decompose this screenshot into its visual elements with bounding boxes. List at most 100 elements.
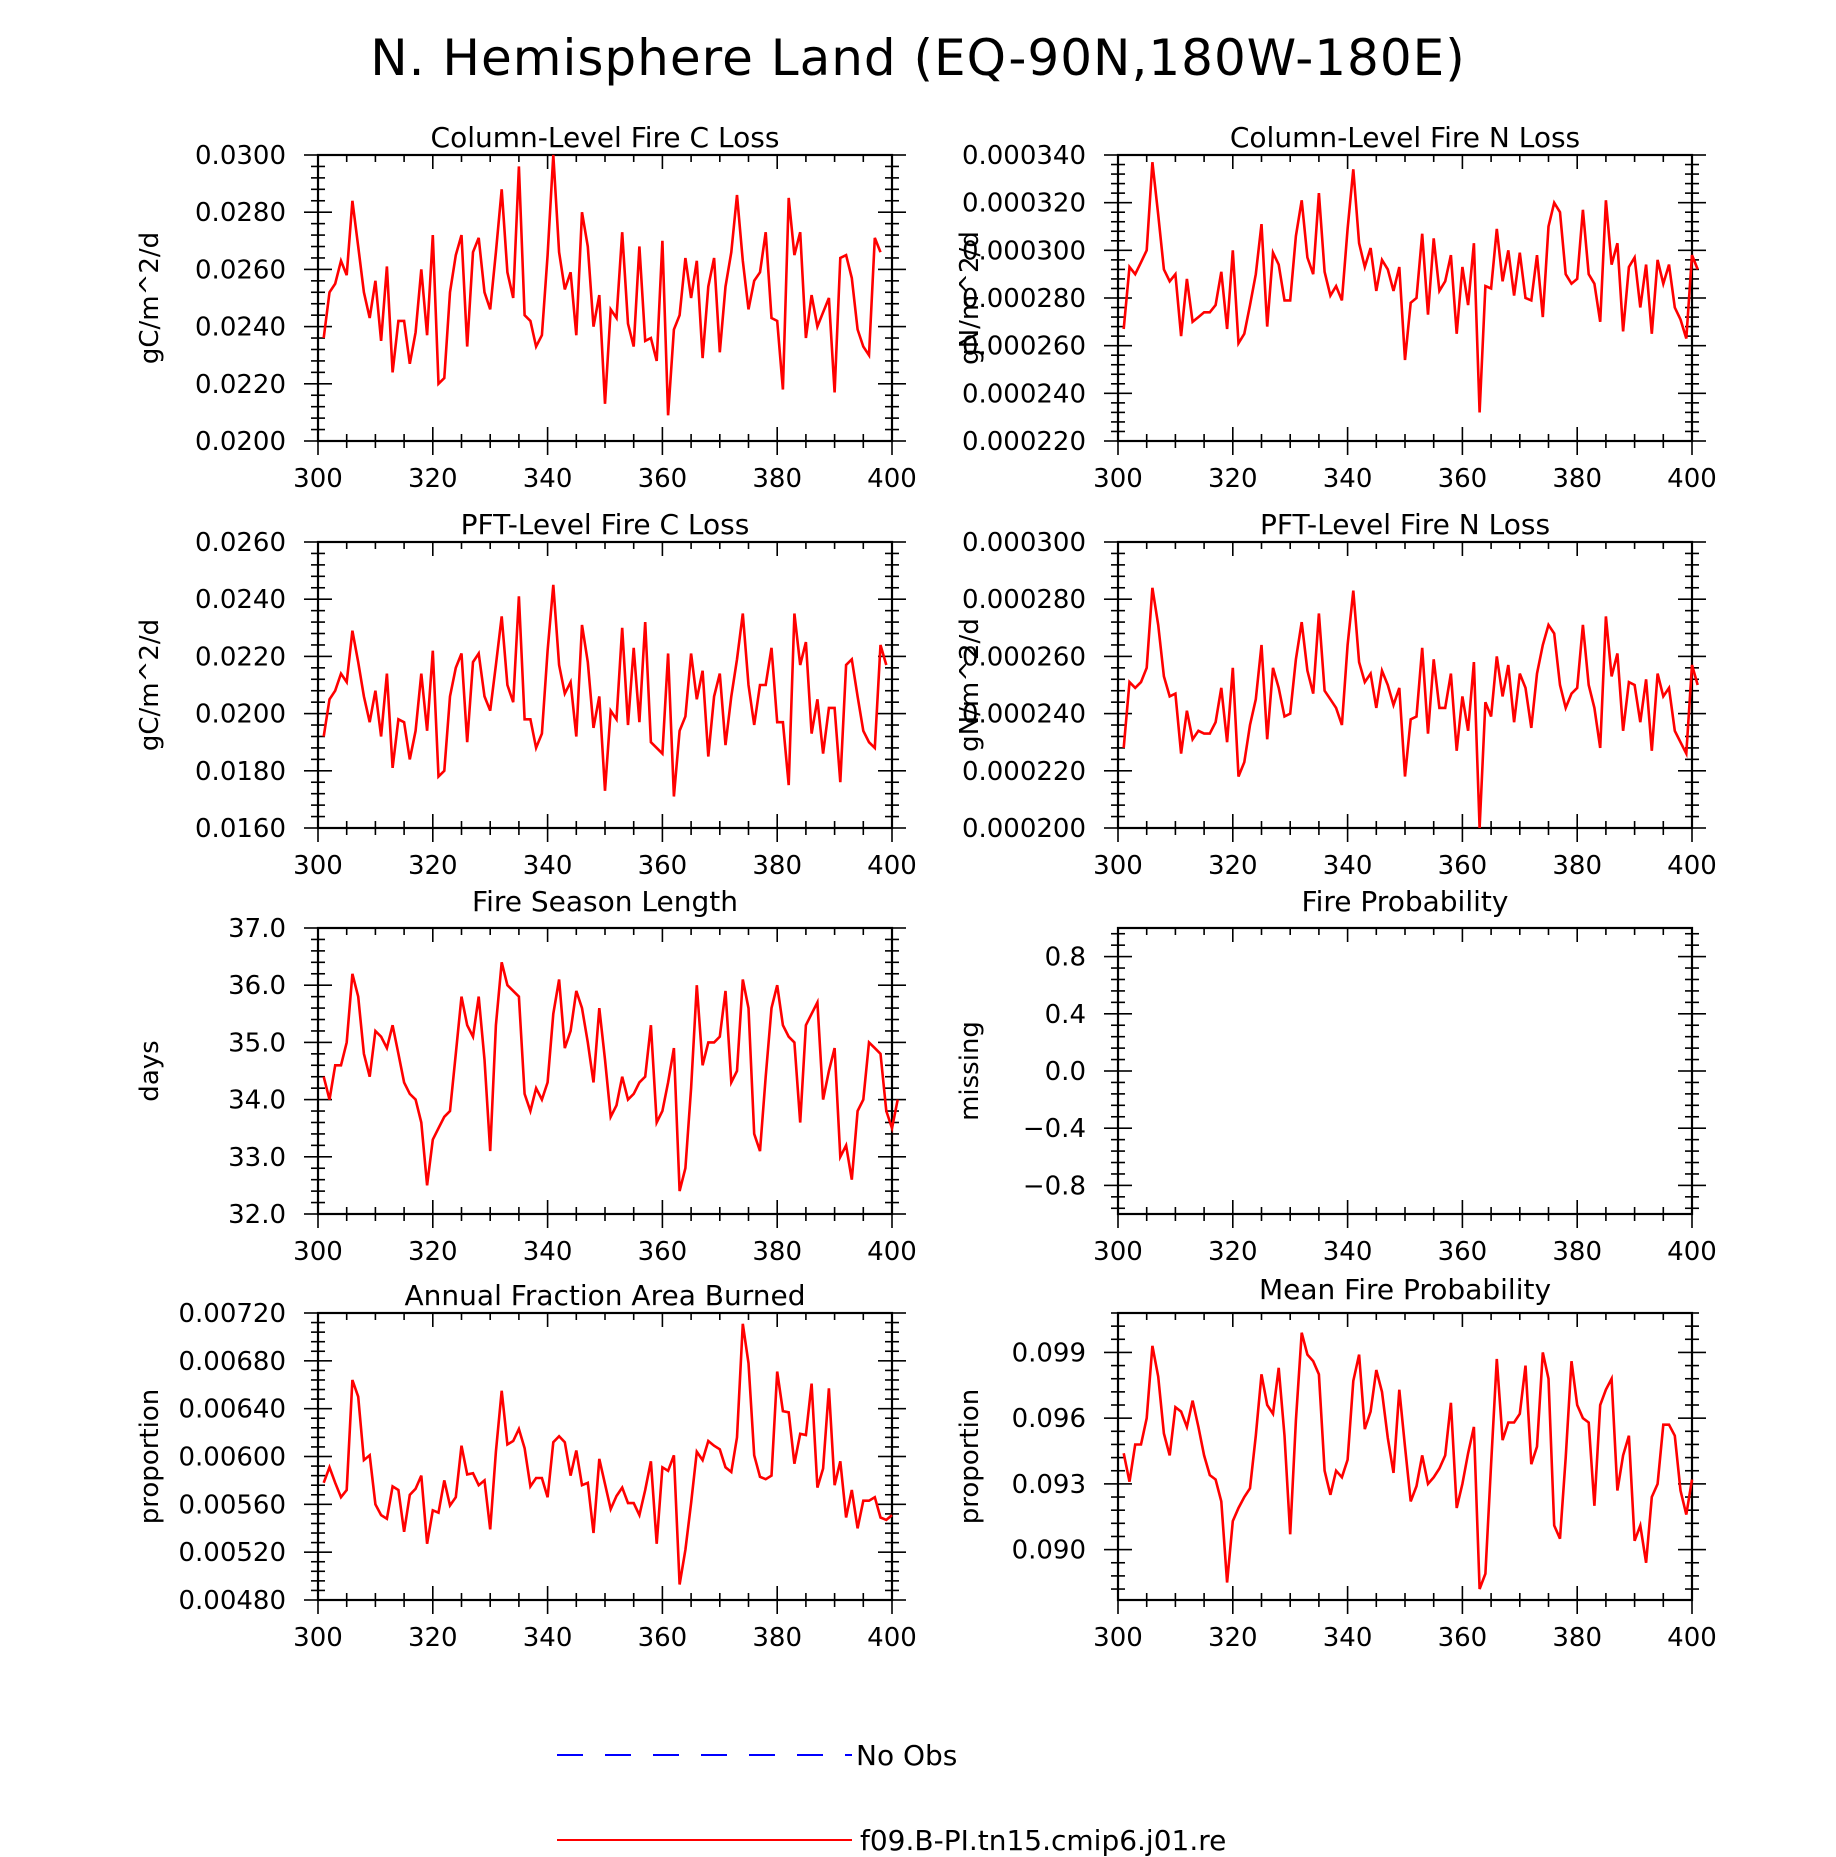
x-tick-label: 320 — [408, 464, 458, 494]
series-line-f09-b-pi-tn15-cmip6-j01-re — [322, 584, 888, 797]
y-tick-label: 0.8 — [1045, 943, 1086, 973]
y-tick-label: 0.096 — [1012, 1404, 1086, 1434]
panel-fire-season-length: Fire Season Length 300 320 340 360 380 400 32.0… — [135, 885, 917, 1267]
panel-annual-fraction-area-burned: Annual Fraction Area Burned 300 320 340 360 3… — [135, 1279, 917, 1653]
y-axis-label: gN/m^2/d — [955, 231, 985, 365]
y-tick-label: 0.090 — [1012, 1536, 1086, 1566]
x-tick-label: 300 — [293, 1237, 343, 1267]
x-tick-label: 340 — [1323, 1623, 1373, 1653]
x-tick-label: 300 — [1093, 851, 1143, 881]
y-axis-label: days — [135, 1040, 165, 1101]
y-tick-label: 37.0 — [228, 914, 286, 944]
panel-title: Fire Probability — [1302, 885, 1509, 918]
y-tick-label: 0.0 — [1045, 1057, 1086, 1087]
y-tick-label: 0.000300 — [962, 236, 1086, 266]
x-tick-label: 320 — [1208, 1237, 1258, 1267]
y-tick-label: 0.0220 — [195, 370, 286, 400]
x-tick-label: 360 — [1438, 1623, 1488, 1653]
y-tick-label: 0.0160 — [195, 814, 286, 844]
x-tick-label: 400 — [1667, 1623, 1717, 1653]
y-axis-label: proportion — [955, 1389, 985, 1524]
x-tick-label: 320 — [408, 1237, 458, 1267]
y-tick-label: 0.0200 — [195, 427, 286, 457]
y-tick-label: 36.0 — [228, 971, 286, 1001]
y-tick-label: 0.00640 — [178, 1395, 286, 1425]
y-axis-label: gN/m^2/d — [955, 618, 985, 752]
series-line-f09-b-pi-tn15-cmip6-j01-re — [1122, 162, 1699, 413]
y-tick-label: 0.000340 — [962, 141, 1086, 171]
y-tick-label: 0.000220 — [962, 757, 1086, 787]
x-tick-label: 340 — [523, 1623, 573, 1653]
y-tick-label: 33.0 — [228, 1143, 286, 1173]
legend-label-model-run: f09.B-PI.tn15.cmip6.j01.re — [860, 1824, 1226, 1857]
y-tick-label: 0.00680 — [178, 1347, 286, 1377]
panel-title: Fire Season Length — [472, 885, 738, 918]
x-tick-label: 340 — [523, 1237, 573, 1267]
y-tick-label: 0.0220 — [195, 642, 286, 672]
figure-title: N. Hemisphere Land (EQ-90N,180W-180E) — [370, 29, 1466, 87]
y-tick-label: 0.0240 — [195, 585, 286, 615]
y-tick-label: 0.00600 — [178, 1443, 286, 1473]
y-tick-label: 0.0180 — [195, 757, 286, 787]
y-tick-label: 34.0 — [228, 1086, 286, 1116]
panel-title: Mean Fire Probability — [1259, 1273, 1551, 1306]
x-tick-label: 360 — [638, 851, 688, 881]
y-tick-label: 0.00720 — [178, 1299, 286, 1329]
series-line-f09-b-pi-tn15-cmip6-j01-re — [322, 961, 899, 1192]
panel-fire-probability: Fire Probability 300 320 340 360 380 400 −0.8 −0… — [955, 885, 1717, 1267]
x-tick-label: 380 — [752, 464, 802, 494]
y-tick-label: −0.4 — [1023, 1114, 1086, 1144]
x-tick-label: 340 — [1323, 851, 1373, 881]
x-tick-label: 300 — [1093, 464, 1143, 494]
y-tick-label: 0.0260 — [195, 255, 286, 285]
y-tick-label: 35.0 — [228, 1028, 286, 1058]
y-tick-label: 0.00480 — [178, 1586, 286, 1616]
y-tick-label: 0.00520 — [178, 1538, 286, 1568]
plot-frame — [1116, 153, 1694, 443]
x-tick-label: 360 — [638, 464, 688, 494]
y-tick-label: 0.0260 — [195, 528, 286, 558]
panel-title: PFT-Level Fire N Loss — [1260, 508, 1550, 541]
x-tick-label: 400 — [1667, 464, 1717, 494]
y-tick-label: 0.000200 — [962, 814, 1086, 844]
x-tick-label: 320 — [1208, 464, 1258, 494]
plot-frame — [1116, 926, 1694, 1216]
x-tick-label: 360 — [1438, 1237, 1488, 1267]
y-tick-label: 0.000320 — [962, 189, 1086, 219]
x-tick-label: 340 — [1323, 464, 1373, 494]
x-tick-label: 380 — [1552, 1623, 1602, 1653]
series-line-f09-b-pi-tn15-cmip6-j01-re — [1122, 1332, 1694, 1590]
x-tick-label: 380 — [752, 1623, 802, 1653]
panel-column-level-fire-c-loss: Column-Level Fire C Loss 300 320 340 360 380 4… — [135, 121, 917, 494]
panel-pft-level-fire-c-loss: PFT-Level Fire C Loss 300 320 340 360 380 400 0… — [135, 508, 917, 881]
x-tick-label: 320 — [408, 1623, 458, 1653]
x-tick-label: 360 — [638, 1237, 688, 1267]
x-tick-label: 400 — [1667, 851, 1717, 881]
x-tick-label: 300 — [1093, 1237, 1143, 1267]
x-tick-label: 340 — [1323, 1237, 1373, 1267]
y-tick-label: 0.099 — [1012, 1338, 1086, 1368]
series-line-f09-b-pi-tn15-cmip6-j01-re — [322, 154, 882, 416]
y-tick-label: 0.000220 — [962, 427, 1086, 457]
y-tick-label: 0.0300 — [195, 141, 286, 171]
y-tick-label: 0.00560 — [178, 1490, 286, 1520]
panel-title: Annual Fraction Area Burned — [405, 1279, 806, 1312]
x-tick-label: 360 — [638, 1623, 688, 1653]
x-tick-label: 320 — [1208, 851, 1258, 881]
x-tick-label: 360 — [1438, 464, 1488, 494]
x-tick-label: 400 — [867, 851, 917, 881]
y-tick-label: 32.0 — [228, 1200, 286, 1230]
y-tick-label: −0.8 — [1023, 1171, 1086, 1201]
panel-column-level-fire-n-loss: Column-Level Fire N Loss 300 320 340 360 380 4… — [955, 121, 1717, 494]
panel-pft-level-fire-n-loss: PFT-Level Fire N Loss 300 320 340 360 380 400 0… — [955, 508, 1717, 881]
y-tick-label: 0.000300 — [962, 528, 1086, 558]
x-tick-label: 360 — [1438, 851, 1488, 881]
legend-label-no-obs: No Obs — [856, 1739, 957, 1772]
x-tick-label: 400 — [867, 464, 917, 494]
y-tick-label: 0.000280 — [962, 284, 1086, 314]
legend: No Obs f09.B-PI.tn15.cmip6.j01.re — [557, 1739, 1226, 1857]
x-tick-label: 400 — [1667, 1237, 1717, 1267]
y-tick-label: 0.000280 — [962, 585, 1086, 615]
x-tick-label: 300 — [293, 464, 343, 494]
